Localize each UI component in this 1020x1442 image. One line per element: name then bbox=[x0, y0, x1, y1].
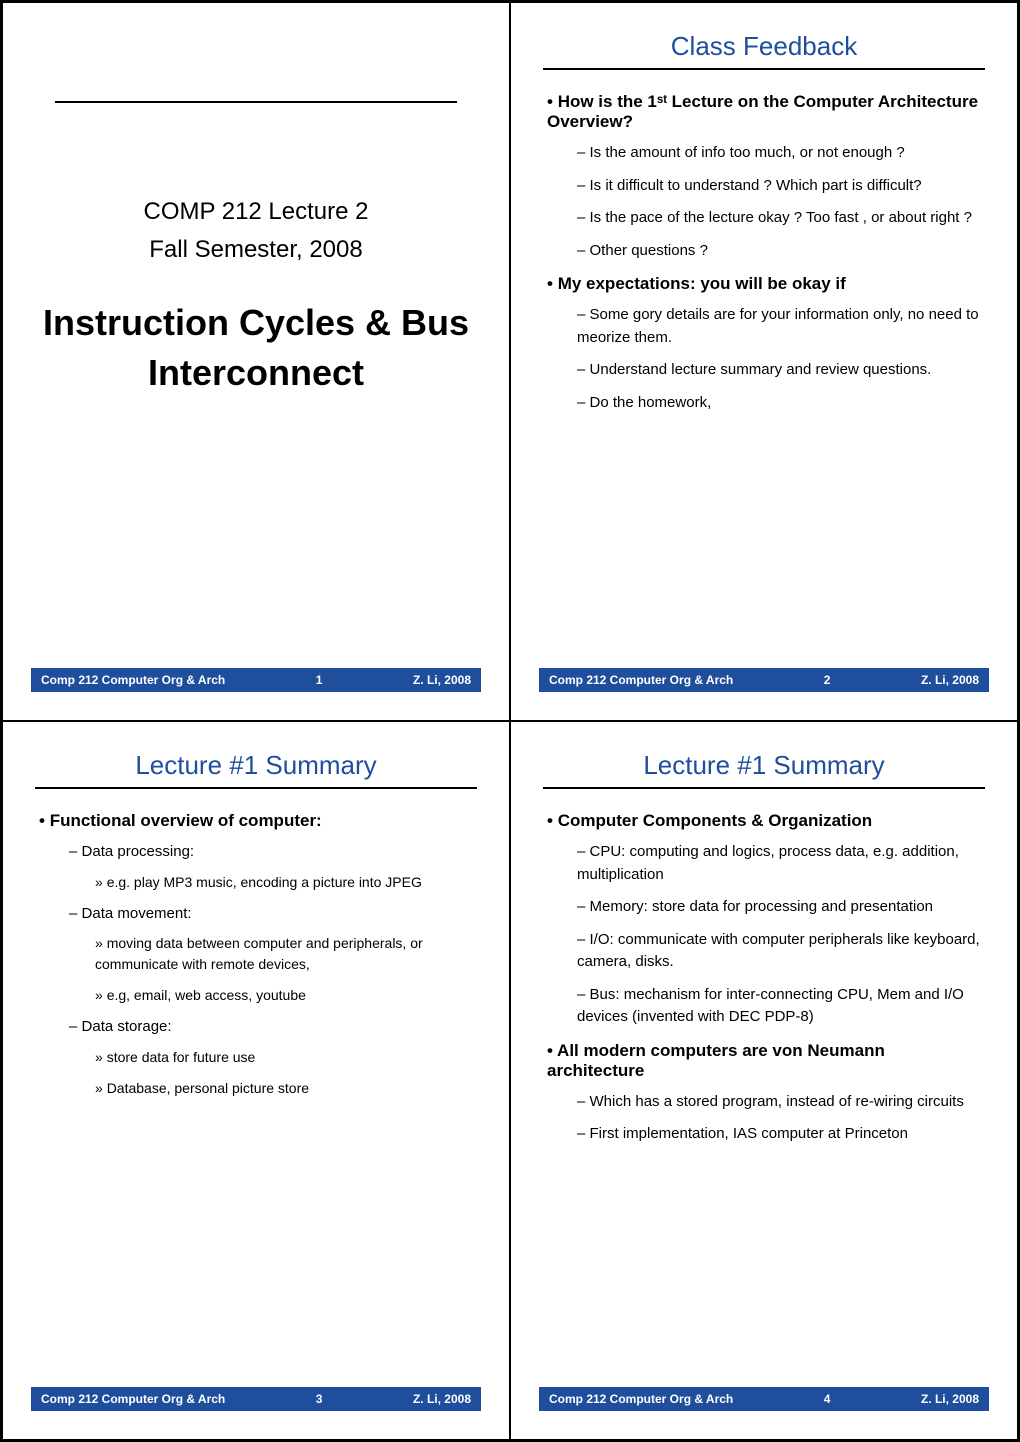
footer-left: Comp 212 Computer Org & Arch bbox=[549, 673, 733, 687]
footer-left: Comp 212 Computer Org & Arch bbox=[41, 673, 225, 687]
bullet-gory: Some gory details are for your informati… bbox=[577, 304, 985, 349]
slide-content: Computer Components & Organization CPU: … bbox=[543, 811, 985, 1379]
bullet-homework: Do the homework, bbox=[577, 392, 985, 415]
slide-title: Lecture #1 Summary bbox=[35, 750, 477, 789]
text: Data movement: bbox=[82, 905, 192, 922]
bullet-database: Database, personal picture store bbox=[95, 1078, 477, 1099]
slide-1: COMP 212 Lecture 2 Fall Semester, 2008 I… bbox=[2, 2, 510, 721]
slide-footer: Comp 212 Computer Org & Arch 3 Z. Li, 20… bbox=[31, 1387, 481, 1411]
bullet-store-future: store data for future use bbox=[95, 1047, 477, 1068]
bullet-components: Computer Components & Organization CPU: … bbox=[547, 811, 985, 1029]
footer-left: Comp 212 Computer Org & Arch bbox=[41, 1392, 225, 1406]
slide-footer: Comp 212 Computer Org & Arch 2 Z. Li, 20… bbox=[539, 668, 989, 692]
slide-title: Lecture #1 Summary bbox=[543, 750, 985, 789]
bullet-bus: Bus: mechanism for inter-connecting CPU,… bbox=[577, 984, 985, 1029]
bullet-io: I/O: communicate with computer periphera… bbox=[577, 929, 985, 974]
slides-grid: COMP 212 Lecture 2 Fall Semester, 2008 I… bbox=[0, 0, 1020, 1442]
footer-right: Z. Li, 2008 bbox=[921, 673, 979, 687]
bullet-mp3-jpeg: e.g. play MP3 music, encoding a picture … bbox=[95, 872, 477, 893]
text: My expectations: you will be okay if bbox=[558, 274, 846, 293]
lecture-main-title: Instruction Cycles & Bus Interconnect bbox=[35, 298, 477, 399]
footer-right: Z. Li, 2008 bbox=[413, 673, 471, 687]
slide-footer: Comp 212 Computer Org & Arch 4 Z. Li, 20… bbox=[539, 1387, 989, 1411]
text: Computer Components & Organization bbox=[558, 811, 873, 830]
slide-2: Class Feedback How is the 1ˢᵗ Lecture on… bbox=[510, 2, 1018, 721]
bullet-ias: First implementation, IAS computer at Pr… bbox=[577, 1123, 985, 1146]
bullet-pace: Is the pace of the lecture okay ? Too fa… bbox=[577, 207, 985, 230]
bullet-email-web: e.g, email, web access, youtube bbox=[95, 985, 477, 1006]
maintitle-line2: Interconnect bbox=[148, 352, 364, 393]
bullet-stored-program: Which has a stored program, instead of r… bbox=[577, 1091, 985, 1114]
text: Data processing: bbox=[82, 843, 195, 860]
footer-right: Z. Li, 2008 bbox=[413, 1392, 471, 1406]
bullet-q-overview: How is the 1ˢᵗ Lecture on the Computer A… bbox=[547, 92, 985, 262]
footer-page-number: 2 bbox=[733, 673, 921, 687]
slide-content: Functional overview of computer: Data pr… bbox=[35, 811, 477, 1379]
slide-content: How is the 1ˢᵗ Lecture on the Computer A… bbox=[543, 92, 985, 660]
bullet-memory: Memory: store data for processing and pr… bbox=[577, 896, 985, 919]
footer-page-number: 3 bbox=[225, 1392, 413, 1406]
slide-title: Class Feedback bbox=[543, 31, 985, 70]
course-subtitle: COMP 212 Lecture 2 Fall Semester, 2008 bbox=[35, 193, 477, 270]
bullet-data-movement: Data movement: moving data between compu… bbox=[69, 903, 477, 1007]
text: Data storage: bbox=[82, 1018, 172, 1035]
bullet-summary: Understand lecture summary and review qu… bbox=[577, 359, 985, 382]
bullet-expectations: My expectations: you will be okay if Som… bbox=[547, 274, 985, 414]
bullet-amount: Is the amount of info too much, or not e… bbox=[577, 142, 985, 165]
subtitle-line1: COMP 212 Lecture 2 bbox=[143, 198, 368, 225]
bullet-difficult: Is it difficult to understand ? Which pa… bbox=[577, 175, 985, 198]
bullet-data-processing: Data processing: e.g. play MP3 music, en… bbox=[69, 841, 477, 893]
bullet-von-neumann: All modern computers are von Neumann arc… bbox=[547, 1041, 985, 1146]
subtitle-line2: Fall Semester, 2008 bbox=[149, 236, 362, 263]
bullet-moving-data: moving data between computer and periphe… bbox=[95, 933, 477, 975]
maintitle-line1: Instruction Cycles & Bus bbox=[43, 302, 469, 343]
text: How is the 1ˢᵗ Lecture on the Computer A… bbox=[547, 92, 978, 131]
divider bbox=[55, 101, 457, 103]
footer-left: Comp 212 Computer Org & Arch bbox=[549, 1392, 733, 1406]
footer-page-number: 1 bbox=[225, 673, 413, 687]
footer-page-number: 4 bbox=[733, 1392, 921, 1406]
bullet-cpu: CPU: computing and logics, process data,… bbox=[577, 841, 985, 886]
slide-3: Lecture #1 Summary Functional overview o… bbox=[2, 721, 510, 1440]
slide-footer: Comp 212 Computer Org & Arch 1 Z. Li, 20… bbox=[31, 668, 481, 692]
bullet-other-q: Other questions ? bbox=[577, 240, 985, 263]
bullet-functional-overview: Functional overview of computer: Data pr… bbox=[39, 811, 477, 1099]
text: All modern computers are von Neumann arc… bbox=[547, 1041, 885, 1080]
text: Functional overview of computer: bbox=[50, 811, 322, 830]
footer-right: Z. Li, 2008 bbox=[921, 1392, 979, 1406]
bullet-data-storage: Data storage: store data for future use … bbox=[69, 1016, 477, 1099]
slide-4: Lecture #1 Summary Computer Components &… bbox=[510, 721, 1018, 1440]
